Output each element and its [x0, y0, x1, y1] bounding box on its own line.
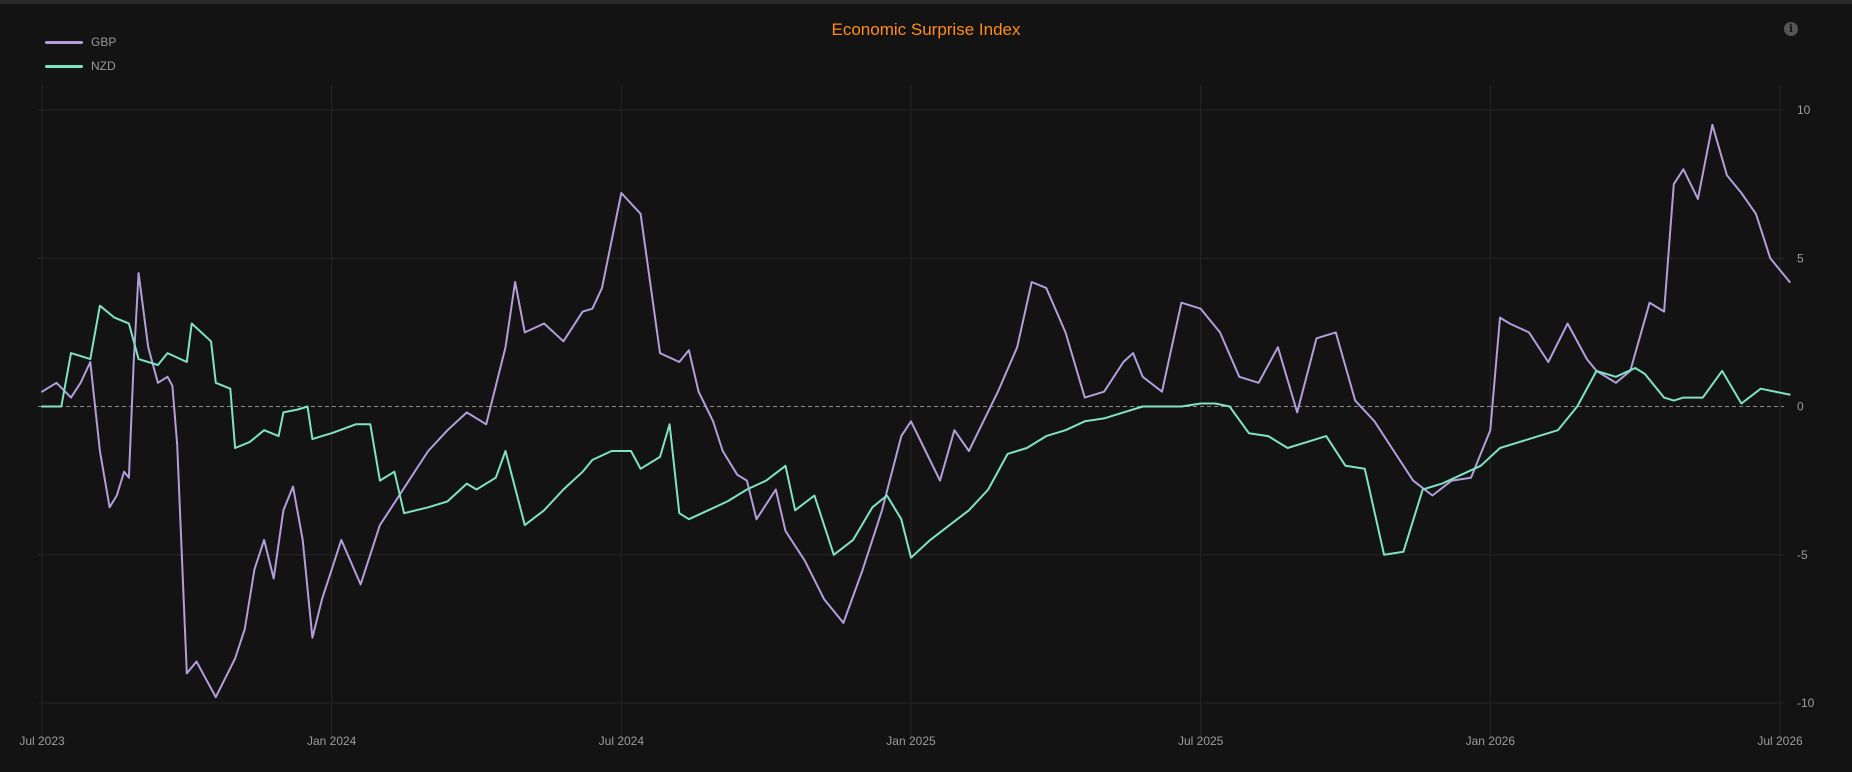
- chart-title: Economic Surprise Index: [831, 20, 1021, 39]
- x-axis-ticks: Jul 2023 Jan 2024 Jul 2024 Jan 2025 Jul 2025…: [19, 734, 1803, 748]
- top-border: [0, 0, 1852, 4]
- y-tick-label: -5: [1797, 548, 1808, 562]
- x-tick-label: Jan 2025: [886, 734, 936, 748]
- y-axis-ticks: 10 5 0 -5 -10: [1797, 103, 1815, 710]
- x-tick-label: Jul 2025: [1178, 734, 1224, 748]
- legend-label-nzd: NZD: [91, 59, 116, 73]
- grid: [38, 85, 1784, 740]
- legend-item-nzd[interactable]: NZD: [45, 54, 116, 78]
- x-tick-label: Jul 2023: [19, 734, 65, 748]
- series-line-gbp[interactable]: [41, 123, 1791, 699]
- x-tick-label: Jul 2026: [1757, 734, 1803, 748]
- y-tick-label: 0: [1797, 400, 1804, 414]
- legend-swatch-nzd: [45, 64, 83, 68]
- series-layer: [41, 123, 1791, 699]
- y-tick-label: 5: [1797, 251, 1804, 265]
- legend-item-gbp[interactable]: GBP: [45, 30, 116, 54]
- x-tick-label: Jan 2026: [1466, 734, 1516, 748]
- x-tick-label: Jul 2024: [599, 734, 645, 748]
- y-tick-label: 10: [1797, 103, 1811, 117]
- y-tick-label: -10: [1797, 696, 1815, 710]
- series-line-nzd[interactable]: [41, 304, 1791, 559]
- info-icon[interactable]: i: [1784, 22, 1798, 36]
- x-tick-label: Jan 2024: [307, 734, 357, 748]
- legend-label-gbp: GBP: [91, 35, 117, 49]
- legend-swatch-gbp: [45, 40, 83, 44]
- legend: GBP NZD: [45, 30, 116, 78]
